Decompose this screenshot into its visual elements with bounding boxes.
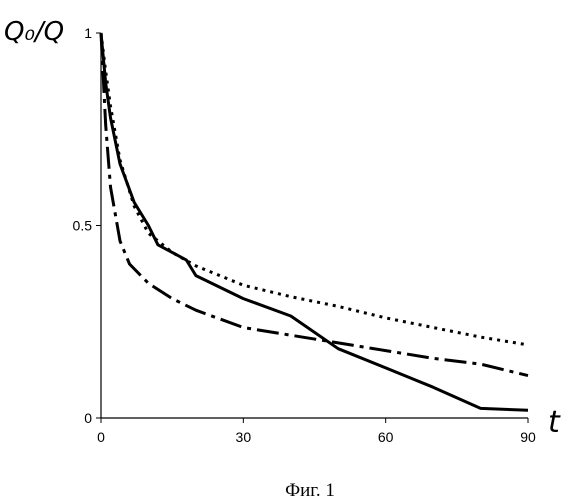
y-axis-title: Q₀/Q (4, 17, 64, 47)
y-tick-label: 1 (84, 25, 92, 41)
y-tick-label: 0 (84, 410, 92, 426)
series-group (101, 33, 528, 410)
series-line-dash-dot (101, 33, 528, 376)
ticks: 0 30 60 90 0 0.5 1 (73, 25, 536, 445)
x-axis-title: t (548, 405, 561, 440)
x-tick-label: 30 (236, 429, 252, 445)
x-tick-label: 0 (97, 429, 105, 445)
figure-caption: Фиг. 1 (285, 480, 335, 500)
axes (101, 33, 528, 418)
series-line-dotted (101, 33, 528, 345)
x-tick-label: 60 (378, 429, 394, 445)
y-tick-label: 0.5 (73, 218, 93, 234)
series-line-solid (101, 33, 528, 410)
x-tick-label: 90 (520, 429, 536, 445)
